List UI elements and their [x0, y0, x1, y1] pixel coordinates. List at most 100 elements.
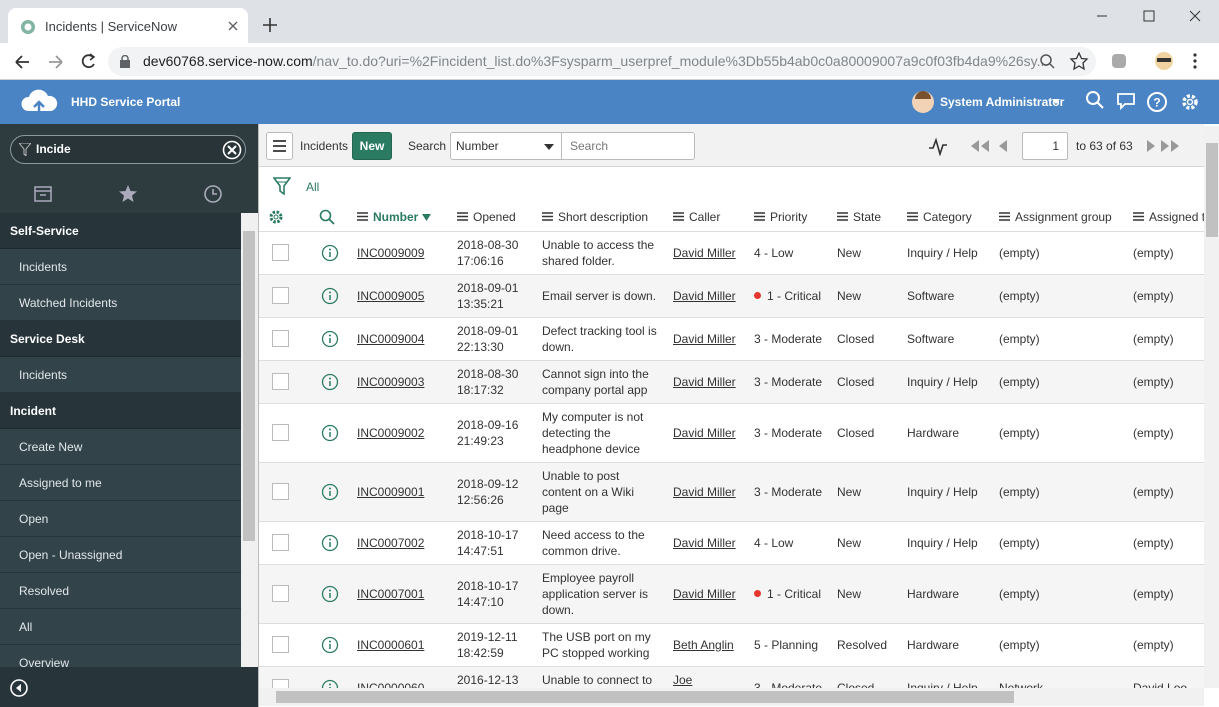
caller[interactable]: Beth Anglin: [673, 637, 734, 652]
number[interactable]: INC0009004: [357, 331, 425, 346]
column-header[interactable]: Assigned to: [1127, 203, 1204, 232]
number[interactable]: INC0009001: [357, 484, 425, 499]
caller[interactable]: David Miller: [673, 535, 736, 550]
caller[interactable]: David Miller: [673, 586, 736, 601]
nav-item[interactable]: Watched Incidents: [0, 285, 241, 321]
number[interactable]: INC0000601: [357, 637, 425, 652]
h-scrollbar[interactable]: [259, 688, 1204, 706]
column-label[interactable]: Caller: [689, 209, 721, 224]
row-checkbox[interactable]: [272, 424, 289, 441]
page-input[interactable]: 1: [1022, 132, 1068, 160]
column-label[interactable]: State: [853, 209, 882, 224]
filter-breadcrumb[interactable]: All: [306, 180, 320, 194]
column-header[interactable]: Category: [901, 203, 993, 232]
header-icons[interactable]: ?: [1085, 90, 1205, 114]
column-header[interactable]: Assignment group: [993, 203, 1127, 232]
column-header[interactable]: Number: [351, 203, 451, 232]
window-controls[interactable]: [1090, 8, 1210, 24]
pagination-icons[interactable]: [929, 136, 1179, 156]
preview-icon[interactable]: [321, 287, 339, 305]
preview-icon[interactable]: [321, 424, 339, 442]
preview-icon[interactable]: [321, 534, 339, 552]
row-checkbox[interactable]: [272, 373, 289, 390]
nav-item[interactable]: Assigned to me: [0, 465, 241, 501]
column-menu-icon[interactable]: [542, 211, 553, 221]
menu-button[interactable]: [266, 132, 293, 160]
number[interactable]: INC0009002: [357, 425, 425, 440]
browser-icons[interactable]: [1038, 52, 1208, 72]
browser-tab[interactable]: Incidents | ServiceNow: [8, 8, 248, 43]
nav-buttons[interactable]: [12, 52, 102, 72]
preview-icon[interactable]: [321, 244, 339, 262]
preview-icon[interactable]: [321, 483, 339, 501]
v-scroll-thumb[interactable]: [1206, 143, 1218, 237]
column-header[interactable]: Caller: [667, 203, 748, 232]
number[interactable]: INC0009003: [357, 374, 425, 389]
scroll-thumb[interactable]: [243, 231, 255, 541]
nav-item[interactable]: Resolved: [0, 573, 241, 609]
preview-icon[interactable]: [321, 373, 339, 391]
nav-tabs[interactable]: [0, 175, 258, 213]
clear-filter[interactable]: [222, 140, 242, 160]
preview-icon[interactable]: [321, 636, 339, 654]
column-label[interactable]: Priority: [770, 209, 808, 224]
column-menu-icon[interactable]: [673, 211, 684, 221]
nav-section[interactable]: Service Desk: [0, 321, 241, 357]
column-label[interactable]: Opened: [473, 209, 516, 224]
row-checkbox[interactable]: [272, 330, 289, 347]
row-checkbox[interactable]: [272, 534, 289, 551]
row-checkbox[interactable]: [272, 585, 289, 602]
user-name[interactable]: System Administrator: [940, 95, 1065, 109]
column-menu-icon[interactable]: [1133, 211, 1144, 221]
row-checkbox[interactable]: [272, 244, 289, 261]
h-scroll-thumb[interactable]: [276, 691, 1014, 703]
tab-close[interactable]: [228, 21, 238, 31]
number[interactable]: INC0000060: [357, 680, 425, 689]
preview-icon[interactable]: [321, 585, 339, 603]
row-checkbox[interactable]: [272, 679, 289, 688]
caller[interactable]: David Miller: [673, 288, 736, 303]
nav-item[interactable]: Create New: [0, 429, 241, 465]
number[interactable]: INC0007002: [357, 535, 425, 550]
nav-item[interactable]: Open: [0, 501, 241, 537]
row-checkbox[interactable]: [272, 636, 289, 653]
new-tab[interactable]: [263, 18, 277, 32]
caller[interactable]: Joe Employee: [673, 672, 693, 687]
column-menu-icon[interactable]: [999, 211, 1010, 221]
caller[interactable]: David Miller: [673, 331, 736, 346]
nav-filter[interactable]: Incide: [10, 135, 246, 164]
row-checkbox[interactable]: [272, 483, 289, 500]
number[interactable]: INC0007001: [357, 586, 425, 601]
column-label[interactable]: Assigned to: [1149, 209, 1204, 224]
nav-item[interactable]: All: [0, 609, 241, 645]
url-field[interactable]: dev60768.service-now.com/nav_to.do?uri=%…: [108, 47, 1096, 76]
column-search-icon[interactable]: [319, 209, 335, 225]
column-menu-icon[interactable]: [457, 211, 468, 221]
v-scrollbar[interactable]: [1204, 126, 1219, 688]
nav-item[interactable]: Incidents: [0, 249, 241, 285]
column-header[interactable]: Short description: [536, 203, 667, 232]
search-input[interactable]: Search: [561, 132, 695, 160]
column-header[interactable]: Opened: [451, 203, 536, 232]
nav-section[interactable]: Incident: [0, 393, 241, 429]
caller[interactable]: David Miller: [673, 245, 736, 260]
column-label[interactable]: Number: [373, 209, 419, 224]
column-label[interactable]: Short description: [558, 209, 649, 224]
filter-toggle[interactable]: [273, 177, 291, 195]
number[interactable]: INC0009005: [357, 288, 425, 303]
column-menu-icon[interactable]: [754, 211, 765, 221]
column-label[interactable]: Category: [923, 209, 972, 224]
column-header[interactable]: State: [831, 203, 901, 232]
avatar[interactable]: [912, 91, 934, 113]
column-menu-icon[interactable]: [907, 211, 918, 221]
preview-icon[interactable]: [321, 679, 339, 689]
collapse-nav[interactable]: [9, 678, 29, 698]
column-menu-icon[interactable]: [357, 211, 368, 221]
caller[interactable]: David Miller: [673, 484, 736, 499]
column-menu-icon[interactable]: [837, 211, 848, 221]
column-label[interactable]: Assignment group: [1015, 209, 1112, 224]
personalize-icon[interactable]: [268, 209, 284, 225]
caller[interactable]: David Miller: [673, 425, 736, 440]
row-checkbox[interactable]: [272, 287, 289, 304]
nav-section[interactable]: Self-Service: [0, 213, 241, 249]
